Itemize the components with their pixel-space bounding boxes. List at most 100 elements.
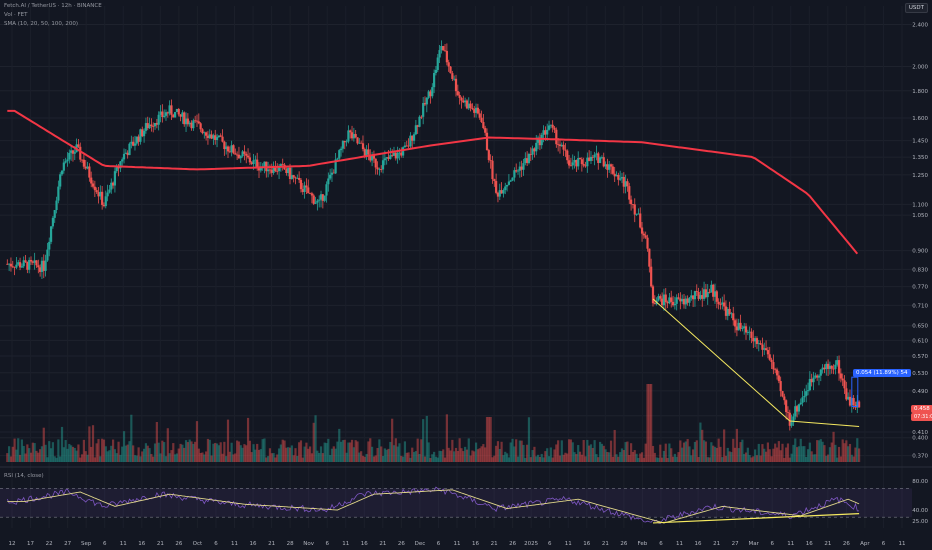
time-tick: 16	[361, 541, 368, 547]
currency-selector[interactable]: USDT	[904, 3, 928, 13]
candle	[710, 280, 713, 293]
volume-bar	[562, 454, 565, 462]
candle	[287, 167, 290, 177]
volume-bar	[624, 442, 627, 462]
time-tick: 11	[231, 541, 238, 547]
price-trendline-0	[652, 298, 791, 422]
candle	[440, 40, 443, 54]
candle	[141, 126, 144, 138]
candle	[409, 132, 412, 150]
candle	[245, 151, 248, 164]
volume-bar	[761, 444, 764, 462]
volume-bar	[847, 446, 850, 462]
volume-bar	[743, 454, 746, 462]
volume-bar	[334, 448, 337, 462]
candle	[606, 158, 609, 178]
volume-bar	[338, 428, 341, 462]
volume-legend[interactable]: Vol · FET	[4, 12, 28, 18]
volume-bar	[675, 456, 678, 462]
candle	[321, 194, 324, 209]
volume-bar	[318, 452, 321, 462]
price-tick: 1.050	[912, 213, 928, 219]
rsi-legend[interactable]: RSI (14, close)	[4, 473, 44, 479]
candle	[675, 294, 678, 311]
volume-bar	[29, 452, 33, 462]
candle	[223, 140, 226, 156]
candle	[856, 394, 859, 414]
volume-bar	[527, 417, 531, 462]
volume-bar	[476, 449, 479, 462]
candle	[361, 135, 365, 152]
volume-bar	[515, 439, 518, 462]
volume-bar	[135, 455, 138, 462]
time-tick: 16	[472, 541, 479, 547]
candle	[11, 260, 14, 269]
candle	[39, 264, 42, 277]
candle	[174, 111, 177, 118]
volume-bar	[566, 453, 569, 462]
candle	[754, 336, 757, 348]
volume-bar	[91, 425, 95, 462]
candle	[730, 312, 733, 319]
volume-bar	[814, 454, 817, 462]
volume-bar	[104, 446, 107, 462]
candle	[688, 296, 691, 307]
sma-legend[interactable]: SMA (10, 20, 50, 100, 200)	[4, 21, 79, 27]
candle	[759, 340, 762, 345]
candle	[323, 195, 326, 203]
candle	[57, 180, 60, 204]
candle	[651, 284, 655, 307]
candle	[350, 125, 354, 141]
volume-bar	[157, 442, 160, 462]
candle	[487, 148, 490, 163]
candle	[68, 149, 71, 164]
candle	[697, 287, 700, 301]
volume-bar	[166, 428, 169, 462]
volume-bar	[307, 448, 310, 462]
candle	[553, 125, 556, 133]
candle	[646, 234, 649, 252]
candle	[763, 342, 766, 356]
candle	[564, 143, 567, 157]
volume-bar	[369, 438, 372, 462]
candle	[810, 373, 813, 387]
volume-bar	[270, 453, 273, 462]
volume-bar	[316, 450, 319, 462]
volume-bar	[15, 449, 18, 462]
price-tick: 0.530	[912, 371, 928, 377]
time-tick: 11	[454, 541, 461, 547]
volume-bar	[70, 445, 73, 462]
candle	[8, 263, 11, 272]
volume-bar	[212, 443, 215, 462]
candle	[35, 260, 38, 268]
volume-bar	[192, 443, 195, 462]
candle	[785, 399, 788, 420]
candle-countdown: 07:31:08	[911, 413, 932, 421]
volume-bar	[834, 444, 837, 462]
volume-bar	[18, 454, 22, 462]
volume-bar	[411, 447, 414, 462]
candle	[159, 105, 162, 123]
candle	[531, 145, 534, 160]
volume-bar	[713, 446, 717, 462]
candle	[609, 163, 613, 175]
time-tick: 6	[659, 541, 663, 547]
volume-bar	[394, 438, 397, 462]
candle	[416, 124, 419, 134]
volume-bar	[763, 448, 766, 462]
symbol-legend[interactable]: Fetch.AI / TetherUS · 12h · BINANCE	[4, 3, 102, 9]
volume-bar	[49, 448, 53, 462]
rsi-tick: 40.00	[912, 508, 928, 514]
candle	[744, 323, 748, 340]
candle	[648, 248, 651, 273]
volume-bar	[826, 454, 830, 462]
time-tick: 21	[824, 541, 831, 547]
candle	[491, 155, 494, 184]
candle	[566, 149, 569, 164]
volume-bar	[567, 439, 571, 462]
volume-bar	[237, 441, 241, 462]
volume-bar	[801, 446, 804, 462]
candle	[781, 390, 784, 398]
volume-bar	[810, 451, 813, 462]
